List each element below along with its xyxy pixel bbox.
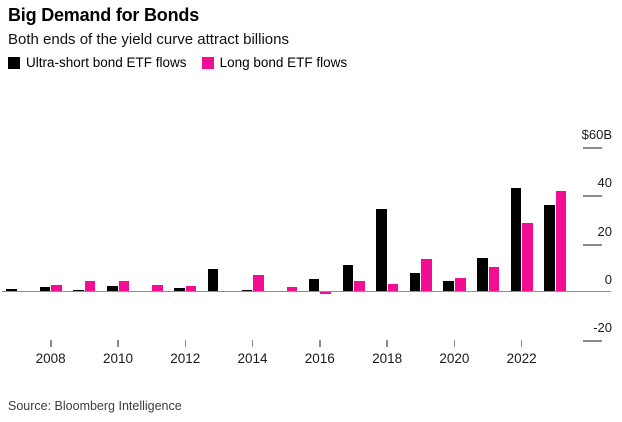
bar-ultra-short-2022: [510, 188, 522, 292]
zero-baseline-axis: [2, 290, 611, 293]
x-axis-tick-2022: [520, 340, 523, 347]
legend-item-long-bond: Long bond ETF flows: [201, 55, 348, 70]
legend-label-ultra-short: Ultra-short bond ETF flows: [26, 55, 187, 70]
y-axis-tick-60: [583, 147, 602, 149]
bar-ultra-short-2018: [376, 208, 387, 292]
legend-swatch-ultra-short-icon: [8, 56, 20, 69]
bar-ultra-short-2023: [544, 205, 555, 292]
bar-ultra-short-2007: [6, 289, 17, 292]
y-axis-label-0: 0: [604, 272, 612, 287]
bar-long-2019: [421, 259, 432, 292]
bar-long-2014: [253, 275, 264, 292]
x-axis-tick-2010: [117, 340, 119, 347]
legend-swatch-long-bond-icon: [201, 56, 214, 69]
bar-ultra-short-2021: [477, 258, 488, 292]
source-note: Source: Bloomberg Intelligence: [8, 399, 182, 413]
bar-ultra-short-2020: [443, 281, 454, 292]
bar-long-2020: [455, 277, 466, 292]
bar-long-2010: [118, 281, 130, 292]
x-axis-label-2010: 2010: [102, 351, 134, 366]
bar-long-2015: [286, 287, 298, 292]
bar-ultra-short-2013: [207, 269, 219, 292]
bar-ultra-short-2010: [107, 286, 118, 292]
y-axis-label-60: $60B: [581, 127, 612, 142]
bar-long-2022: [522, 223, 533, 292]
x-axis-tick-2008: [50, 340, 52, 347]
x-axis-tick-2012: [184, 340, 186, 347]
bar-ultra-short-2014: [241, 289, 253, 292]
x-axis-label-2012: 2012: [170, 351, 201, 366]
legend-item-ultra-short: Ultra-short bond ETF flows: [8, 55, 187, 70]
bar-long-2021: [488, 266, 500, 292]
legend: Ultra-short bond ETF flows Long bond ETF…: [8, 55, 347, 70]
x-axis-label-2008: 2008: [35, 351, 66, 366]
y-axis-tick--20: [583, 340, 602, 343]
x-axis-tick-2020: [453, 340, 456, 347]
bar-long-2017: [354, 281, 365, 292]
y-axis-tick-40: [583, 195, 602, 198]
x-axis-label-2018: 2018: [372, 351, 403, 366]
x-axis-label-2020: 2020: [439, 351, 470, 366]
bar-long-2023: [555, 190, 567, 292]
bar-ultra-short-2008: [39, 287, 51, 292]
x-axis-tick-2018: [386, 340, 388, 347]
bar-ultra-short-2019: [409, 272, 421, 292]
bar-long-2011: [152, 284, 163, 292]
y-axis-label-20: 20: [597, 223, 612, 239]
legend-label-long-bond: Long bond ETF flows: [219, 55, 348, 70]
y-axis-label-40: 40: [597, 175, 612, 191]
bar-long-2012: [185, 286, 197, 292]
x-axis-label-2016: 2016: [304, 351, 335, 366]
bar-ultra-short-2017: [342, 265, 354, 292]
x-axis-label-2022: 2022: [506, 351, 537, 366]
bar-ultra-short-2016: [308, 278, 320, 292]
x-axis-tick-2016: [319, 340, 321, 347]
bar-long-2018: [387, 283, 399, 292]
bar-long-2009: [84, 281, 96, 292]
chart-subtitle: Both ends of the yield curve attract bil…: [8, 31, 289, 48]
bar-long-2016: [320, 292, 331, 295]
bar-ultra-short-2012: [174, 288, 185, 292]
bar-long-2008: [51, 284, 62, 292]
y-axis-label--20: -20: [593, 320, 612, 336]
x-axis-label-2014: 2014: [237, 351, 268, 366]
y-axis-tick-20: [583, 243, 602, 246]
x-axis-tick-2014: [251, 340, 254, 347]
chart-title: Big Demand for Bonds: [8, 5, 200, 25]
